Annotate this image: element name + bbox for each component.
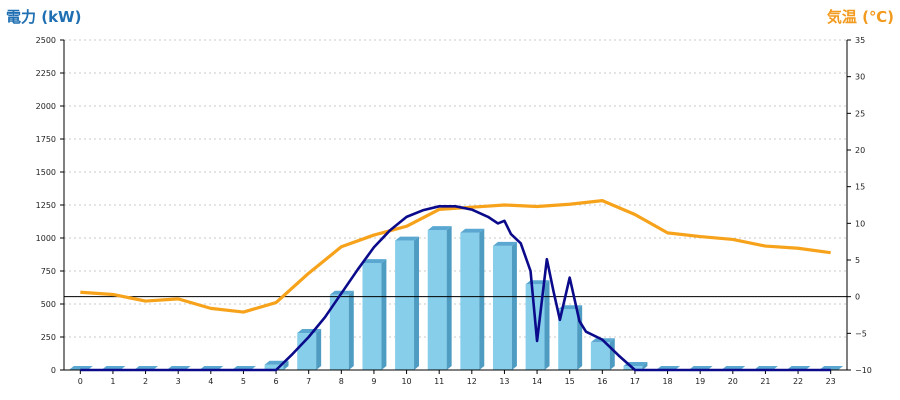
bar-top bbox=[395, 236, 420, 241]
left-tick-label: 2500 bbox=[36, 36, 56, 45]
bar-side bbox=[348, 290, 354, 370]
left-tick-label: 1250 bbox=[36, 201, 56, 210]
bar-side bbox=[283, 360, 289, 370]
left-axis-title: 電力 (kW) bbox=[6, 8, 82, 26]
bar bbox=[362, 263, 382, 370]
x-tick-label: 3 bbox=[176, 377, 181, 386]
left-tick-label: 0 bbox=[51, 366, 56, 375]
bar-side bbox=[544, 280, 550, 370]
bar bbox=[492, 245, 512, 370]
right-tick-label: 5 bbox=[855, 256, 860, 265]
left-tick-label: 2250 bbox=[36, 69, 56, 78]
bar-top bbox=[427, 226, 452, 231]
right-tick-label: 30 bbox=[855, 73, 865, 82]
bar-side bbox=[316, 329, 322, 370]
x-tick-label: 0 bbox=[78, 377, 83, 386]
x-tick-label: 20 bbox=[728, 377, 738, 386]
right-tick-label: 0 bbox=[855, 293, 860, 302]
x-tick-label: 11 bbox=[434, 377, 444, 386]
right-tick-label: 25 bbox=[855, 109, 865, 118]
x-tick-label: 7 bbox=[306, 377, 311, 386]
x-tick-label: 19 bbox=[695, 377, 705, 386]
bar-side bbox=[381, 259, 387, 370]
x-tick-label: 21 bbox=[760, 377, 770, 386]
left-tick-label: 1500 bbox=[36, 168, 56, 177]
bar bbox=[460, 232, 480, 370]
x-tick-label: 5 bbox=[241, 377, 246, 386]
bar-top bbox=[460, 228, 485, 233]
bar bbox=[427, 230, 447, 370]
x-tick-label: 12 bbox=[467, 377, 477, 386]
right-tick-label: −10 bbox=[855, 366, 872, 375]
x-tick-label: 4 bbox=[208, 377, 213, 386]
power-line bbox=[80, 205, 831, 372]
bar bbox=[558, 309, 578, 370]
x-tick-label: 6 bbox=[274, 377, 279, 386]
x-tick-label: 17 bbox=[630, 377, 640, 386]
x-tick-label: 14 bbox=[532, 377, 542, 386]
left-tick-label: 250 bbox=[41, 333, 56, 342]
x-tick-label: 23 bbox=[826, 377, 836, 386]
left-tick-label: 750 bbox=[41, 267, 56, 276]
right-tick-label: 35 bbox=[855, 36, 865, 45]
left-tick-label: 500 bbox=[41, 300, 56, 309]
x-tick-label: 2 bbox=[143, 377, 148, 386]
bar bbox=[329, 294, 349, 370]
x-tick-label: 1 bbox=[110, 377, 115, 386]
x-tick-label: 15 bbox=[565, 377, 575, 386]
bar-top bbox=[492, 241, 517, 246]
right-tick-label: 15 bbox=[855, 183, 865, 192]
x-tick-label: 9 bbox=[371, 377, 376, 386]
x-tick-label: 13 bbox=[499, 377, 509, 386]
bar bbox=[395, 240, 415, 370]
temperature-line bbox=[80, 199, 831, 314]
bar bbox=[264, 364, 284, 370]
bar-side bbox=[414, 236, 420, 370]
x-tick-label: 22 bbox=[793, 377, 803, 386]
bar-top bbox=[362, 259, 387, 264]
left-tick-label: 1750 bbox=[36, 135, 56, 144]
x-tick-label: 16 bbox=[597, 377, 607, 386]
bar-side bbox=[479, 228, 485, 370]
bar-side bbox=[642, 362, 648, 370]
left-tick-label: 2000 bbox=[36, 102, 56, 111]
left-tick-label: 1000 bbox=[36, 234, 56, 243]
x-tick-label: 18 bbox=[662, 377, 672, 386]
x-tick-label: 8 bbox=[339, 377, 344, 386]
right-tick-label: 10 bbox=[855, 219, 865, 228]
x-tick-label: 10 bbox=[401, 377, 411, 386]
bar bbox=[590, 342, 610, 370]
right-tick-label: −5 bbox=[855, 329, 867, 338]
right-axis-title: 気温 (℃) bbox=[826, 8, 894, 26]
bar-side bbox=[511, 241, 517, 370]
bar-side bbox=[609, 338, 615, 370]
bar-side bbox=[446, 226, 452, 370]
right-tick-label: 20 bbox=[855, 146, 865, 155]
